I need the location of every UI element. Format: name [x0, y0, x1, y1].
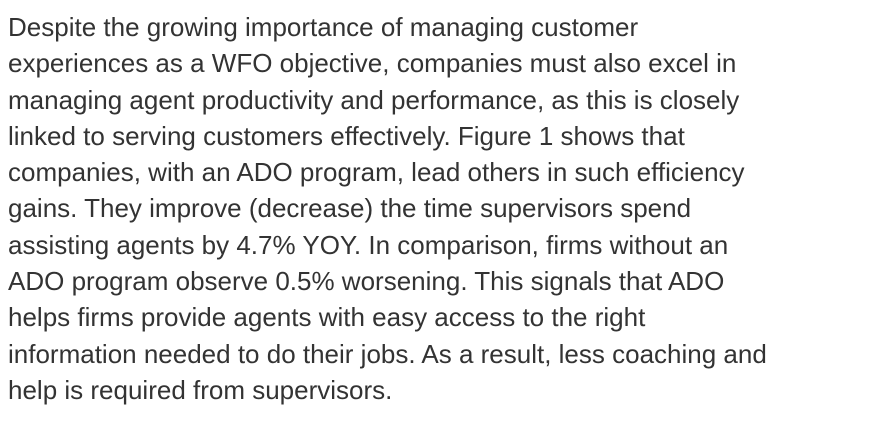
- text-line: helps firms provide agents with easy acc…: [8, 302, 646, 333]
- text-line: experiences as a WFO objective, companie…: [8, 48, 737, 79]
- text-line: Despite the growing importance of managi…: [8, 12, 639, 42]
- text-line: assisting agents by 4.7% YOY. In compari…: [8, 229, 729, 260]
- text-line: information needed to do their jobs. As …: [8, 338, 767, 369]
- text-line: managing agent productivity and performa…: [8, 84, 740, 115]
- text-line: ADO program observe 0.5% worsening. This…: [8, 266, 725, 297]
- text-line: companies, with an ADO program, lead oth…: [8, 157, 745, 188]
- paragraph: Despite the growing importance of managi…: [8, 9, 870, 408]
- text-line: gains. They improve (decrease) the time …: [8, 193, 692, 224]
- text-line: help is required from supervisors.: [8, 374, 393, 405]
- text-line: linked to serving customers effectively.…: [8, 120, 685, 151]
